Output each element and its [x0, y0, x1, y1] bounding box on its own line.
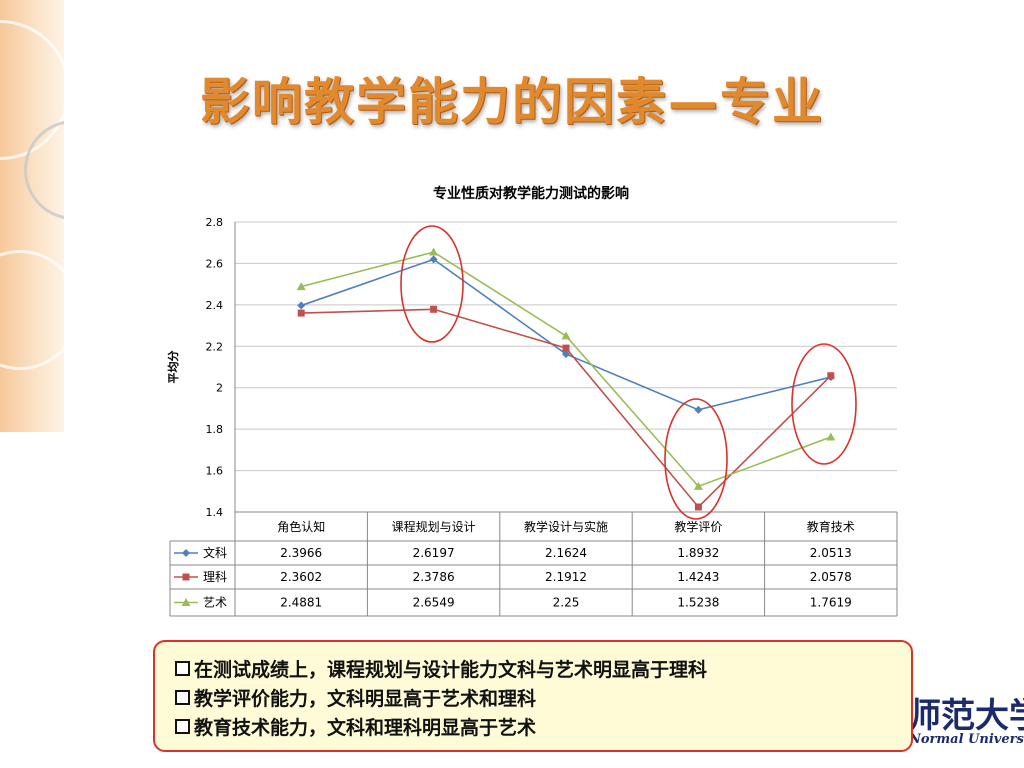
table-data-cell: 2.1624 [545, 546, 587, 560]
table-data-cell: 1.8932 [677, 546, 719, 560]
data-point [296, 282, 306, 291]
data-point [429, 247, 439, 256]
bullet-text: 教学评价能力，文科明显高于艺术和理科 [194, 688, 537, 710]
x-category-label: 教学设计与实施 [524, 519, 608, 534]
y-tick-label: 2.4 [206, 299, 224, 312]
bullet-item: 教学评价能力，文科明显高于艺术和理科 [175, 683, 911, 712]
table-data-cell: 2.1912 [545, 570, 587, 584]
legend-label: 文科 [203, 545, 227, 560]
logo-sub-text: Normal University [913, 732, 1024, 747]
data-point [562, 344, 570, 352]
highlight-ellipse [791, 343, 857, 465]
university-logo: 师范大学 Normal University [913, 688, 1024, 750]
x-category-label: 教学评价 [674, 519, 722, 534]
data-point [297, 309, 305, 317]
bullet-item: 在测试成绩上，课程规划与设计能力文科与艺术明显高于理科 [175, 654, 911, 683]
y-tick-label: 2.2 [206, 340, 224, 353]
data-point [694, 503, 702, 511]
y-tick-label: 1.4 [206, 506, 224, 519]
x-category-label: 角色认知 [277, 520, 325, 534]
checkbox-bullet-icon [175, 690, 190, 705]
table-data-cell: 2.0578 [810, 570, 852, 584]
table-data-cell: 1.4243 [677, 570, 719, 584]
data-point [430, 305, 438, 313]
highlight-ellipse [664, 398, 728, 520]
table-data-cell: 2.3602 [280, 570, 322, 584]
y-axis-label: 平均分 [166, 351, 180, 384]
checkbox-bullet-icon [175, 661, 190, 676]
series-line [300, 251, 832, 488]
data-point [562, 350, 570, 359]
data-point [693, 481, 703, 490]
legend-label: 艺术 [203, 596, 227, 610]
table-data-cell: 2.6549 [413, 596, 455, 610]
y-tick-label: 1.8 [206, 423, 224, 436]
table-data-cell: 2.6197 [413, 546, 455, 560]
highlight-ellipse [400, 225, 464, 343]
conclusion-box: 在测试成绩上，课程规划与设计能力文科与艺术明显高于理科 教学评价能力，文科明显高… [153, 640, 913, 752]
data-point [694, 405, 703, 414]
checkbox-bullet-icon [175, 719, 190, 734]
data-point [297, 301, 306, 310]
x-category-label: 课程规划与设计 [392, 519, 476, 534]
table-data-cell: 2.3786 [413, 570, 455, 584]
table-data-cell: 1.7619 [810, 596, 852, 610]
decorative-ring [0, 250, 64, 370]
line-chart: 专业性质对教学能力测试的影响 1.4 1.6 1.8 2 2.2 2.4 2.6 2.8 平均分角… [166, 185, 898, 617]
table-data-cell: 2.25 [553, 596, 580, 610]
y-tick-label: 2.8 [206, 216, 224, 229]
bullet-item: 教育技术能力，文科和理科明显高于艺术 [175, 712, 911, 741]
legend-label: 理科 [203, 570, 227, 584]
table-data-cell: 2.4881 [280, 596, 322, 610]
table-data-cell: 1.5238 [677, 596, 719, 610]
decorative-side-strip [0, 0, 64, 432]
legend-key-marker [181, 598, 191, 606]
y-tick-label: 2 [216, 382, 223, 395]
table-data-cell: 2.0513 [810, 546, 852, 560]
data-point [826, 432, 836, 441]
y-tick-label: 2.6 [206, 257, 224, 270]
data-point [429, 255, 438, 264]
table-data-cell: 2.3966 [280, 546, 322, 560]
y-tick-label: 1.6 [206, 465, 224, 478]
legend-key-marker [182, 573, 190, 581]
chart-title: 专业性质对教学能力测试的影响 [433, 185, 629, 202]
legend-key-marker [182, 549, 190, 557]
slide-title: 影响教学能力的因素—专业 [200, 73, 824, 131]
bullet-text: 在测试成绩上，课程规划与设计能力文科与艺术明显高于理科 [194, 659, 708, 681]
x-category-label: 教育技术 [807, 519, 855, 534]
logo-main-text: 师范大学 [913, 696, 1024, 736]
data-point [561, 331, 571, 340]
bullet-text: 教育技术能力，文科和理科明显高于艺术 [194, 717, 537, 739]
data-point [827, 372, 835, 380]
